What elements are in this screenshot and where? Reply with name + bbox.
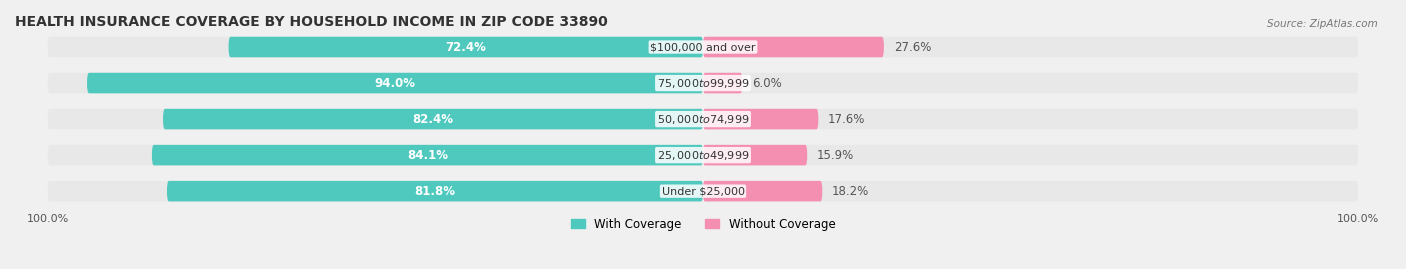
FancyBboxPatch shape	[167, 181, 703, 201]
FancyBboxPatch shape	[703, 145, 1358, 165]
FancyBboxPatch shape	[703, 181, 1358, 201]
Text: $100,000 and over: $100,000 and over	[650, 42, 756, 52]
FancyBboxPatch shape	[48, 73, 703, 93]
FancyBboxPatch shape	[703, 109, 818, 129]
FancyBboxPatch shape	[163, 109, 703, 129]
FancyBboxPatch shape	[703, 109, 1358, 129]
FancyBboxPatch shape	[48, 145, 703, 165]
Text: Under $25,000: Under $25,000	[661, 186, 745, 196]
Legend: With Coverage, Without Coverage: With Coverage, Without Coverage	[565, 213, 841, 236]
FancyBboxPatch shape	[229, 37, 703, 57]
FancyBboxPatch shape	[87, 73, 703, 93]
Text: 27.6%: 27.6%	[894, 41, 931, 54]
Text: 15.9%: 15.9%	[817, 148, 855, 162]
Text: Source: ZipAtlas.com: Source: ZipAtlas.com	[1267, 19, 1378, 29]
Text: 84.1%: 84.1%	[406, 148, 449, 162]
FancyBboxPatch shape	[48, 181, 703, 201]
Text: 17.6%: 17.6%	[828, 113, 866, 126]
Text: 18.2%: 18.2%	[832, 185, 869, 198]
Text: 82.4%: 82.4%	[412, 113, 454, 126]
FancyBboxPatch shape	[48, 109, 703, 129]
FancyBboxPatch shape	[703, 73, 1358, 93]
Text: 72.4%: 72.4%	[446, 41, 486, 54]
FancyBboxPatch shape	[703, 37, 884, 57]
FancyBboxPatch shape	[152, 145, 703, 165]
FancyBboxPatch shape	[703, 73, 742, 93]
Text: 6.0%: 6.0%	[752, 77, 782, 90]
Text: $75,000 to $99,999: $75,000 to $99,999	[657, 77, 749, 90]
FancyBboxPatch shape	[703, 181, 823, 201]
Text: 81.8%: 81.8%	[415, 185, 456, 198]
Text: HEALTH INSURANCE COVERAGE BY HOUSEHOLD INCOME IN ZIP CODE 33890: HEALTH INSURANCE COVERAGE BY HOUSEHOLD I…	[15, 15, 607, 29]
Text: $50,000 to $74,999: $50,000 to $74,999	[657, 113, 749, 126]
FancyBboxPatch shape	[48, 37, 703, 57]
Text: $25,000 to $49,999: $25,000 to $49,999	[657, 148, 749, 162]
Text: 94.0%: 94.0%	[374, 77, 416, 90]
FancyBboxPatch shape	[703, 145, 807, 165]
FancyBboxPatch shape	[703, 37, 1358, 57]
